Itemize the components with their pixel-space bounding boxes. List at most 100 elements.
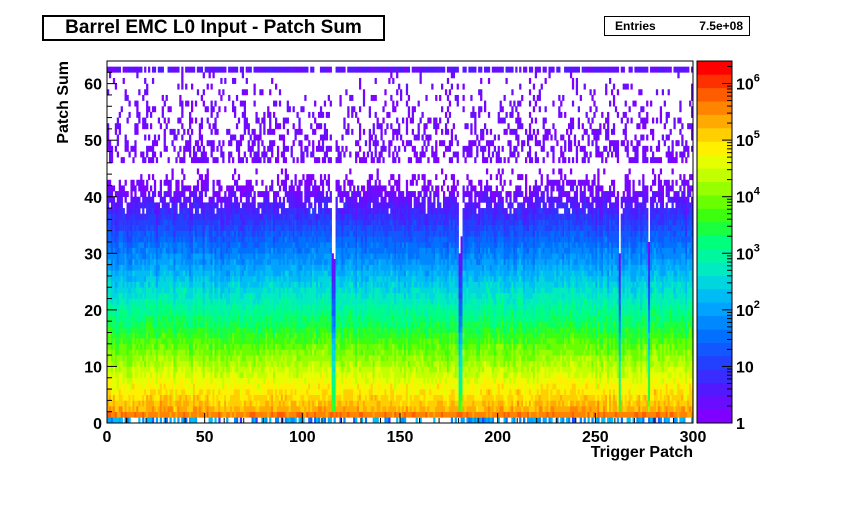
heatmap-cell [241,298,245,305]
heatmap-cell [120,230,123,237]
heatmap-cell [138,338,141,345]
heatmap-cell [261,332,264,339]
heatmap-cell [148,253,151,260]
heatmap-cell [294,225,297,231]
heatmap-cell [187,236,190,243]
heatmap-cell [198,202,202,209]
heatmap-cell [148,332,151,339]
heatmap-cell [271,179,274,186]
heatmap-cell [302,349,305,356]
heatmap-cell [294,349,297,356]
heatmap-cell [148,230,151,237]
heatmap-cell [136,360,139,367]
heatmap-cell [196,304,200,311]
heatmap-cell [265,394,268,401]
heatmap-cell [161,292,164,299]
heatmap-cell [149,111,153,118]
heatmap-cell [245,89,248,96]
heatmap-cell [247,326,250,333]
heatmap-cell [253,406,256,412]
heatmap-cell [140,406,143,412]
heatmap-cell [122,242,125,248]
heatmap-cell [181,292,184,299]
heatmap-cell [239,366,243,373]
heatmap-cell [296,185,299,192]
heatmap-cell [243,89,246,96]
heatmap-cell [149,225,153,231]
heatmap-cell [316,338,319,345]
heatmap-cell [204,236,207,243]
heatmap-cell [308,208,311,215]
heatmap-cell [269,287,272,294]
heatmap-cell [161,298,164,305]
heatmap-cell [107,270,110,277]
heatmap-cell [286,292,289,299]
heatmap-cell [189,326,192,333]
heatmap-cell [276,123,280,130]
heatmap-cell [253,332,256,339]
heatmap-cell [228,242,231,248]
heatmap-cell [224,394,227,401]
heatmap-cell [304,366,307,373]
heatmap-cell [282,326,286,333]
heatmap-cell [274,117,278,124]
heatmap-cell [304,349,307,356]
heatmap-cell [302,247,305,254]
heatmap-cell [107,326,110,333]
heatmap-cell [218,242,221,248]
heatmap-cell [144,394,147,401]
heatmap-cell [239,287,243,294]
heatmap-cell [296,411,299,418]
heatmap-cell [290,349,293,356]
heatmap-cell [310,258,313,265]
heatmap-cell [290,179,293,186]
heatmap-cell [114,202,118,209]
heatmap-cell [214,117,217,124]
heatmap-cell [249,236,252,243]
heatmap-cell [228,315,231,322]
heatmap-cell [257,372,260,379]
heatmap-cell [249,411,252,418]
heatmap-cell [175,66,178,73]
heatmap-cell [314,360,317,367]
heatmap-cell [185,100,188,107]
heatmap-cell [144,225,147,231]
heatmap-cell [140,338,143,345]
heatmap-cell [118,66,121,73]
heatmap-cell [165,417,168,424]
heatmap-cell [192,151,196,158]
heatmap-cell [243,389,246,396]
heatmap-cell [165,287,168,294]
heatmap-cell [151,360,155,367]
heatmap-cell [245,411,248,418]
heatmap-cell [206,270,209,277]
heatmap-cell [181,394,184,401]
heatmap-cell [224,66,227,73]
heatmap-cell [210,151,213,158]
heatmap-cell [148,191,151,198]
heatmap-cell [194,292,198,299]
heatmap-cell [122,253,125,260]
heatmap-cell [218,66,221,73]
heatmap-cell [306,315,309,322]
heatmap-cell [130,292,133,299]
heatmap-cell [292,66,295,73]
heatmap-cell [276,264,280,271]
heatmap-cell [183,332,186,339]
heatmap-cell [233,191,237,198]
heatmap-cell [314,264,317,271]
heatmap-cell [255,349,258,356]
heatmap-cell [116,389,120,396]
heatmap-cell [294,304,297,311]
heatmap-cell [161,349,164,356]
heatmap-cell [116,253,120,260]
heatmap-cell [312,151,315,158]
heatmap-cell [194,355,198,362]
heatmap-cell [196,264,200,271]
heatmap-cell [157,292,161,299]
heatmap-cell [245,247,248,254]
heatmap-cell [148,298,151,305]
heatmap-cell [130,236,133,243]
heatmap-cell [237,315,241,322]
heatmap-cell [169,366,172,373]
